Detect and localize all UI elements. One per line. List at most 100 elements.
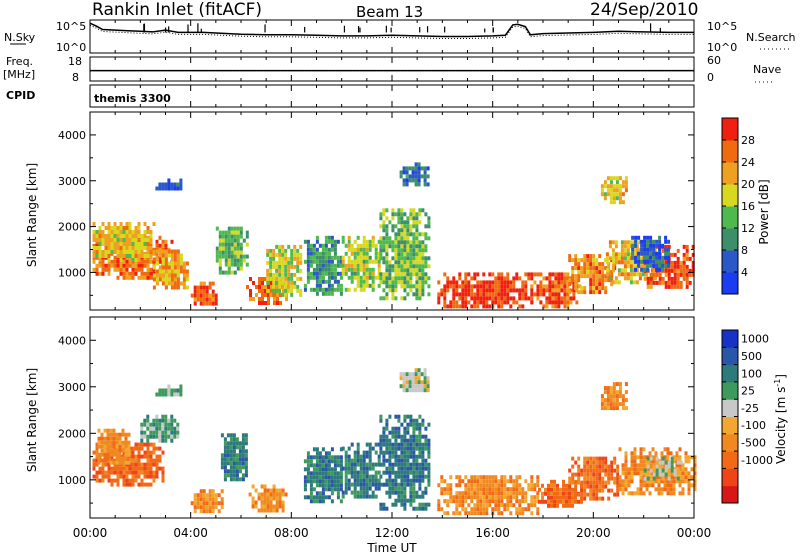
range-cell	[112, 436, 116, 441]
range-cell	[119, 470, 123, 475]
range-cell	[257, 492, 261, 497]
range-cell	[614, 276, 618, 281]
range-cell	[485, 491, 489, 496]
range-cell	[266, 504, 270, 509]
range-cell	[368, 458, 372, 463]
range-cell	[658, 464, 662, 469]
range-cell	[362, 454, 366, 459]
range-cell	[233, 246, 237, 251]
range-cell	[263, 496, 267, 501]
range-cell	[391, 486, 395, 491]
range-cell	[318, 463, 322, 468]
range-cell	[98, 246, 102, 250]
range-cell	[385, 244, 389, 249]
range-cell	[379, 276, 383, 281]
range-cell	[645, 471, 649, 476]
range-cell	[161, 450, 165, 455]
range-cell	[241, 477, 245, 482]
range-cell	[190, 501, 194, 506]
range-cell	[403, 506, 407, 511]
range-cell	[143, 275, 147, 280]
range-cell	[455, 304, 459, 309]
range-cell	[521, 304, 525, 309]
range-cell	[315, 471, 319, 476]
range-cell	[443, 499, 447, 504]
range-cell	[666, 447, 670, 452]
range-cell	[359, 287, 363, 292]
range-cell	[521, 499, 525, 504]
range-cell	[232, 445, 236, 450]
range-cell	[385, 470, 389, 475]
range-cell	[577, 270, 581, 275]
range-cell	[278, 488, 282, 493]
range-cell	[124, 444, 128, 449]
range-cell	[418, 466, 422, 471]
range-cell	[385, 442, 389, 447]
range-cell	[229, 441, 233, 446]
range-cell	[652, 239, 656, 244]
range-cell	[666, 491, 670, 496]
range-cell	[402, 380, 406, 385]
range-cell	[394, 470, 398, 475]
range-cell	[397, 236, 401, 241]
range-cell	[140, 438, 144, 443]
range-cell	[214, 301, 218, 306]
range-cell	[494, 280, 498, 285]
range-cell	[347, 462, 351, 467]
range-cell	[500, 475, 504, 480]
range-cell	[315, 275, 319, 280]
range-cell	[215, 246, 219, 251]
range-cell	[315, 483, 319, 488]
range-cell	[423, 182, 427, 187]
range-cell	[344, 251, 348, 256]
range-cell	[131, 466, 135, 471]
power-colorbar-swatch	[722, 184, 738, 207]
range-cell	[312, 259, 316, 264]
range-cell	[359, 243, 363, 248]
range-cell	[464, 292, 468, 297]
range-cell	[488, 296, 492, 301]
range-cell	[330, 287, 334, 292]
range-cell	[164, 438, 168, 443]
range-cell	[122, 242, 126, 246]
range-cell	[258, 285, 261, 289]
range-cell	[321, 279, 325, 284]
range-cell	[506, 499, 510, 504]
range-cell	[377, 470, 381, 475]
range-cell	[146, 414, 150, 419]
range-cell	[649, 251, 653, 256]
range-cell	[374, 251, 378, 256]
range-cell	[592, 476, 596, 481]
range-cell	[655, 243, 659, 248]
range-cell	[488, 280, 492, 285]
range-cell	[385, 236, 389, 241]
range-cell	[211, 509, 215, 514]
range-cell	[691, 272, 695, 277]
range-cell	[693, 475, 697, 480]
range-cell	[356, 442, 360, 447]
range-cell	[506, 479, 510, 484]
range-cell	[327, 283, 331, 288]
range-cell	[600, 402, 604, 407]
range-cell	[618, 184, 622, 189]
range-cell	[418, 450, 422, 455]
range-cell	[336, 491, 340, 496]
range-cell	[640, 259, 644, 264]
range-cell	[391, 280, 395, 285]
range-cell	[185, 273, 189, 278]
range-cell	[664, 235, 668, 240]
range-cell	[388, 482, 392, 487]
range-cell	[179, 182, 183, 187]
range-cell	[595, 258, 599, 263]
range-cell	[315, 287, 319, 292]
range-cell	[556, 483, 559, 488]
range-cell	[530, 511, 534, 516]
range-cell	[424, 490, 428, 495]
range-cell	[119, 474, 123, 479]
range-cell	[333, 483, 337, 488]
range-cell	[500, 483, 504, 488]
range-cell	[437, 507, 441, 512]
range-cell	[365, 251, 369, 256]
range-cell	[415, 224, 419, 229]
range-cell	[167, 269, 171, 274]
